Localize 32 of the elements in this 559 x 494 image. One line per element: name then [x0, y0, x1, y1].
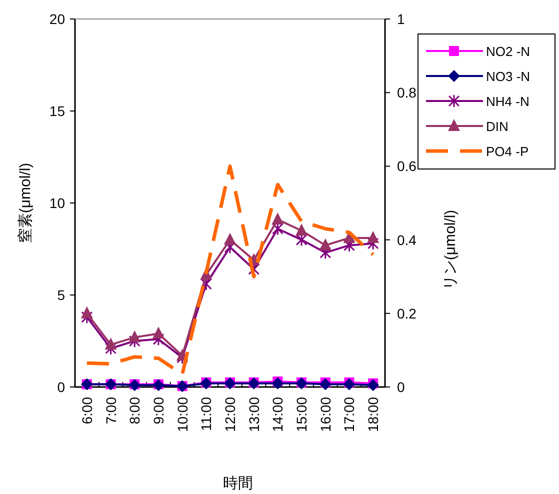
y2-tick-label: 0.4: [397, 232, 417, 248]
x-tick-label: 16:00: [317, 396, 334, 432]
legend-label: NH4 -N: [486, 94, 530, 109]
y-tick-label: 5: [57, 287, 66, 303]
legend-label: PO4 -P: [486, 144, 529, 159]
x-tick-label: 11:00: [198, 396, 214, 431]
x-tick-label: 12:00: [222, 396, 238, 432]
legend-label: NO3 -N: [486, 69, 530, 84]
x-tick-label: 6:00: [78, 396, 95, 424]
y2-tick-label: 1: [397, 11, 405, 27]
y-axis-title: 窒素(μmol/l): [17, 162, 34, 244]
legend-label: NO2 -N: [486, 44, 530, 59]
legend-label: DIN: [486, 119, 508, 134]
x-tick-label: 8:00: [126, 396, 143, 424]
y2-tick-label: 0.8: [397, 84, 417, 101]
x-tick-label: 13:00: [246, 396, 262, 432]
x-tick-label: 10:00: [174, 396, 190, 432]
y2-tick-label: 0.6: [397, 158, 417, 174]
x-tick-label: 17:00: [341, 396, 358, 432]
y-tick-label: 0: [57, 379, 66, 395]
y-tick-label: 15: [49, 103, 66, 119]
y-tick-label: 20: [49, 11, 66, 27]
x-axis-title: 時間: [223, 475, 253, 492]
x-tick-label: 15:00: [294, 396, 310, 432]
y2-axis-title: リン(μmol/l): [442, 210, 459, 290]
y2-tick-label: 0: [397, 379, 405, 395]
y2-tick-label: 0.2: [397, 305, 417, 322]
x-tick-label: 7:00: [102, 396, 119, 424]
y-tick-label: 10: [49, 195, 66, 211]
x-tick-label: 9:00: [150, 396, 166, 424]
x-tick-label: 14:00: [270, 396, 286, 432]
x-tick-label: 18:00: [365, 396, 382, 432]
